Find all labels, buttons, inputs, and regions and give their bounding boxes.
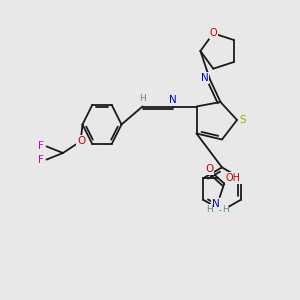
Text: H: H xyxy=(206,205,213,214)
Text: H: H xyxy=(139,94,146,103)
Text: OH: OH xyxy=(226,173,241,183)
Text: O: O xyxy=(205,164,213,175)
Text: N: N xyxy=(169,95,176,105)
Text: N: N xyxy=(212,199,220,209)
Text: H: H xyxy=(222,205,229,214)
Text: O: O xyxy=(209,28,217,38)
Text: O: O xyxy=(77,136,85,146)
Text: F: F xyxy=(38,154,44,165)
Text: N: N xyxy=(201,73,208,83)
Text: S: S xyxy=(239,115,246,125)
Text: F: F xyxy=(38,141,44,152)
